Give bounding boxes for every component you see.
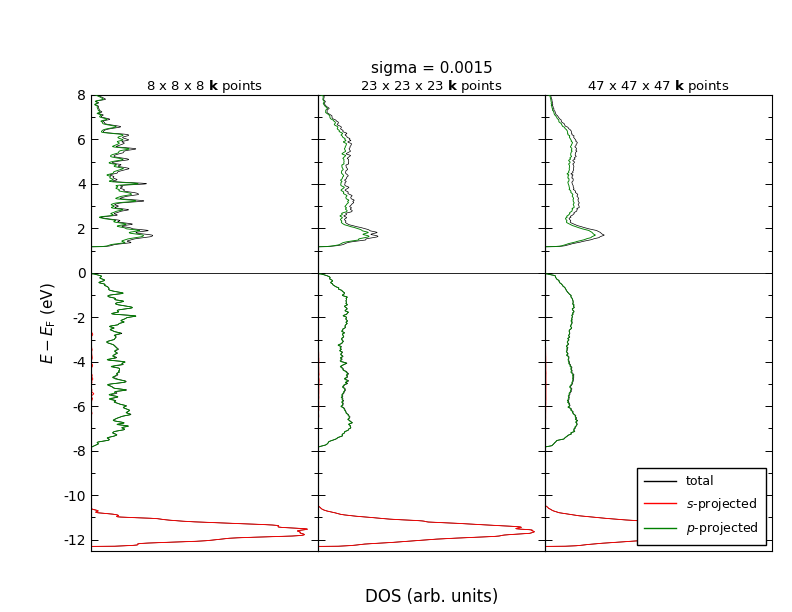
Title: 8 x 8 x 8 $\mathbf{k}$ points: 8 x 8 x 8 $\mathbf{k}$ points — [146, 78, 263, 95]
Legend: total, $s$-projected, $p$-projected: total, $s$-projected, $p$-projected — [637, 468, 766, 545]
Text: sigma = 0.0015: sigma = 0.0015 — [371, 61, 493, 76]
Title: 23 x 23 x 23 $\mathbf{k}$ points: 23 x 23 x 23 $\mathbf{k}$ points — [360, 78, 503, 95]
Text: DOS (arb. units): DOS (arb. units) — [365, 588, 498, 606]
Title: 47 x 47 x 47 $\mathbf{k}$ points: 47 x 47 x 47 $\mathbf{k}$ points — [588, 78, 730, 95]
Y-axis label: $E - E_{\mathrm{F}}$ (eV): $E - E_{\mathrm{F}}$ (eV) — [40, 282, 58, 364]
